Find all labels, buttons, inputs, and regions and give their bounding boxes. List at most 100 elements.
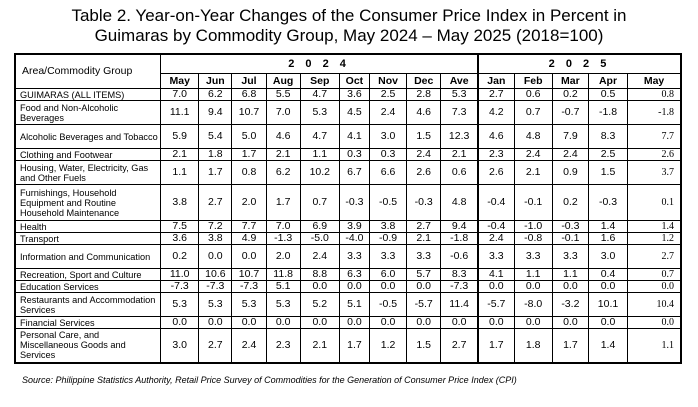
value-cell-2025: 3.7: [627, 160, 681, 185]
commodity-group-cell: Furnishings, Household Equipment and Rou…: [14, 184, 161, 221]
value-cell-2024: 6.9: [299, 220, 340, 233]
table-row: Information and Communication 0.2 0.0 0.0 2.…: [14, 244, 681, 269]
commodity-group-cell: Financial Services: [14, 316, 161, 329]
value-cell-2024: 6.6: [368, 160, 407, 185]
value-cell-2024: 1.5: [406, 328, 441, 363]
table-body: GUIMARAS (ALL ITEMS) 7.0 6.2 6.8 5.5 4.7 3.6 2.…: [14, 88, 681, 363]
value-cell-2024: 7.7: [231, 220, 267, 233]
value-cell-2025: 1.2: [627, 232, 681, 245]
value-cell-2025: 0.0: [513, 316, 553, 329]
value-cell-2024: -7.3: [440, 280, 478, 293]
value-cell-2024: 0.7: [299, 184, 340, 221]
commodity-group-cell: Restaurants and Accommodation Services: [14, 292, 161, 317]
value-cell-2024: -7.3: [198, 280, 232, 293]
value-cell-2025: 0.0: [551, 280, 589, 293]
value-cell-2024: 5.3: [440, 88, 478, 101]
value-cell-2024: 2.1: [299, 328, 340, 363]
value-cell-2025: -5.7: [476, 292, 515, 317]
value-cell-2025: 1.7: [551, 328, 589, 363]
value-cell-2025: -3.2: [551, 292, 589, 317]
value-cell-2025: 0.8: [627, 88, 681, 101]
value-cell-2024: 1.7: [265, 184, 301, 221]
table-row: Transport 3.6 3.8 4.9 -1.3 -5.0 -4.0 -0.9 2.1 -1.…: [14, 232, 681, 245]
value-cell-2024: -1.3: [265, 232, 301, 245]
month-header-2025: Feb: [513, 73, 553, 89]
table-row: Alcoholic Beverages and Tobacco 5.9 5.4 5.0…: [14, 124, 681, 149]
value-cell-2025: 1.1: [627, 328, 681, 363]
value-cell-2025: 0.7: [513, 100, 553, 125]
value-cell-2024: 9.4: [198, 100, 232, 125]
value-cell-2025: 1.4: [587, 328, 628, 363]
value-cell-2024: 5.3: [198, 292, 232, 317]
value-cell-2025: 10.1: [587, 292, 628, 317]
value-cell-2025: 1.4: [627, 220, 681, 233]
value-cell-2024: 2.8: [406, 88, 441, 101]
value-cell-2024: 0.0: [299, 280, 340, 293]
value-cell-2024: 7.5: [160, 220, 199, 233]
value-cell-2024: 3.0: [160, 328, 199, 363]
value-cell-2025: 1.4: [587, 220, 628, 233]
value-cell-2024: 12.3: [440, 124, 478, 149]
value-cell-2024: 5.0: [231, 124, 267, 149]
commodity-group-cell: Clothing and Footwear: [14, 148, 161, 161]
value-cell-2024: 3.8: [198, 232, 232, 245]
table-row: Education Services -7.3 -7.3 -7.3 5.1 0.0 0.0 0…: [14, 280, 681, 293]
value-cell-2024: 1.1: [299, 148, 340, 161]
value-cell-2024: 2.7: [406, 220, 441, 233]
value-cell-2024: 8.3: [440, 268, 478, 281]
month-header-2024: Jul: [231, 73, 267, 89]
value-cell-2025: -1.0: [513, 220, 553, 233]
value-cell-2024: 4.7: [299, 88, 340, 101]
value-cell-2025: 2.3: [476, 148, 515, 161]
value-cell-2024: 0.8: [231, 160, 267, 185]
value-cell-2025: 3.3: [513, 244, 553, 269]
value-cell-2024: -0.5: [368, 184, 407, 221]
value-cell-2025: 0.0: [587, 280, 628, 293]
value-cell-2024: 1.8: [198, 148, 232, 161]
month-header-2025: Mar: [551, 73, 589, 89]
value-cell-2025: -1.8: [587, 100, 628, 125]
value-cell-2025: -0.1: [551, 232, 589, 245]
value-cell-2025: 1.5: [587, 160, 628, 185]
month-header-2025: Jan: [476, 73, 515, 89]
value-cell-2025: 1.1: [513, 268, 553, 281]
cpi-table-container: Area/Commodity Group 2 0 2 4 2 0 2 5 May…: [14, 53, 682, 364]
value-cell-2025: 4.6: [476, 124, 515, 149]
value-cell-2024: -4.0: [338, 232, 370, 245]
value-cell-2025: 0.0: [627, 280, 681, 293]
commodity-group-cell: Transport: [14, 232, 161, 245]
value-cell-2024: 2.4: [231, 328, 267, 363]
value-cell-2025: 0.0: [476, 316, 515, 329]
month-header-2024: Aug: [265, 73, 301, 89]
value-cell-2024: 3.8: [160, 184, 199, 221]
value-cell-2025: 2.7: [627, 244, 681, 269]
year-2025-header: 2 0 2 5: [477, 54, 681, 74]
commodity-group-cell: Recreation, Sport and Culture: [14, 268, 161, 281]
value-cell-2025: 1.1: [551, 268, 589, 281]
value-cell-2024: 0.0: [440, 316, 478, 329]
value-cell-2024: 2.1: [440, 148, 478, 161]
value-cell-2024: -0.3: [338, 184, 370, 221]
value-cell-2024: 2.1: [265, 148, 301, 161]
value-cell-2024: 11.4: [440, 292, 478, 317]
value-cell-2025: 0.0: [627, 316, 681, 329]
value-cell-2025: 7.7: [627, 124, 681, 149]
value-cell-2024: 9.4: [440, 220, 478, 233]
value-cell-2024: 5.5: [265, 88, 301, 101]
value-cell-2024: 2.4: [299, 244, 340, 269]
value-cell-2024: 0.6: [440, 160, 478, 185]
value-cell-2024: 10.2: [299, 160, 340, 185]
value-cell-2024: 0.0: [338, 316, 370, 329]
commodity-group-cell: Education Services: [14, 280, 161, 293]
value-cell-2025: 0.0: [587, 316, 628, 329]
value-cell-2024: 5.1: [338, 292, 370, 317]
month-header-2024: Nov: [368, 73, 407, 89]
value-cell-2024: -0.3: [406, 184, 441, 221]
value-cell-2024: 4.6: [406, 100, 441, 125]
value-cell-2025: -0.4: [476, 220, 515, 233]
value-cell-2025: 0.0: [513, 280, 553, 293]
table-row: Health 7.5 7.2 7.7 7.0 6.9 3.9 3.8 2.7 9.4 -0.4 -1.…: [14, 220, 681, 233]
value-cell-2024: 0.0: [406, 316, 441, 329]
value-cell-2025: 2.7: [476, 88, 515, 101]
value-cell-2024: 0.0: [368, 280, 407, 293]
